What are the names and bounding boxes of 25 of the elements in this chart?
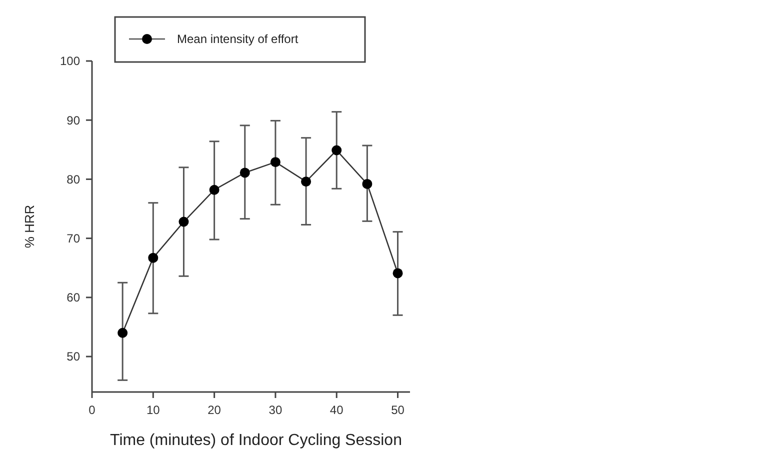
y-tick-label: 90: [66, 113, 80, 128]
y-tick-label: 100: [60, 54, 80, 68]
point: [301, 176, 312, 187]
y-tick-label: 60: [66, 290, 80, 305]
point: [118, 328, 128, 338]
x-tick-label: 40: [330, 403, 344, 417]
point: [148, 252, 158, 263]
x-axis-title: Time (minutes) of Indoor Cycling Session: [110, 432, 402, 449]
x-tick-label: 30: [268, 403, 282, 417]
x-tick-label: 10: [146, 403, 160, 417]
y-tick-label: 80: [66, 172, 80, 186]
point: [392, 268, 403, 278]
x-tick-label: 50: [391, 403, 405, 417]
y-tick-label: 70: [66, 232, 80, 246]
point: [240, 168, 250, 178]
point: [332, 145, 342, 156]
point: [209, 184, 220, 195]
point: [270, 157, 280, 168]
point: [178, 216, 189, 227]
y-tick-label: 50: [66, 350, 80, 364]
x-tick-label: 20: [208, 403, 222, 417]
legend-label: Mean intensity of effort: [177, 32, 299, 46]
point: [362, 178, 372, 189]
y-axis-title: % HRR: [22, 204, 37, 248]
x-tick-label: 0: [88, 403, 96, 417]
